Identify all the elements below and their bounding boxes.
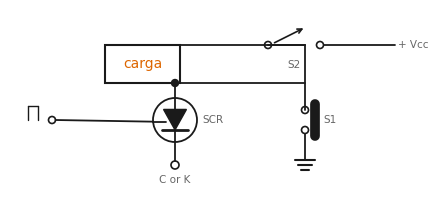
FancyBboxPatch shape (105, 45, 180, 83)
Circle shape (172, 80, 179, 87)
Text: S1: S1 (323, 115, 336, 125)
Text: C or K: C or K (159, 175, 191, 185)
Text: SCR: SCR (202, 115, 223, 125)
Polygon shape (164, 109, 187, 130)
Text: S2: S2 (288, 60, 301, 70)
Text: + Vcc: + Vcc (398, 40, 429, 50)
Text: carga: carga (123, 57, 162, 71)
